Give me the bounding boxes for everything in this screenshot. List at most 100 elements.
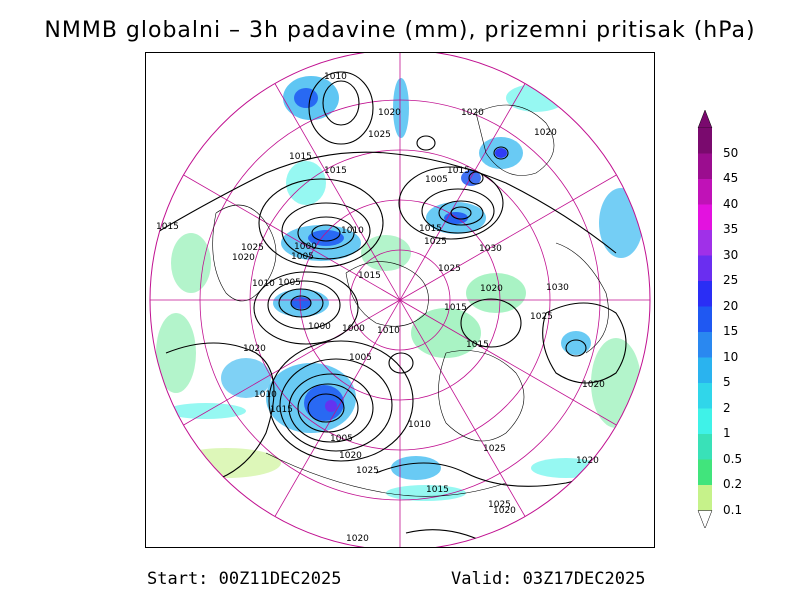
legend-swatch	[698, 153, 712, 179]
isobar-label: 1020	[582, 380, 605, 390]
legend-label: 1	[723, 426, 731, 440]
isobar-label: 1030	[546, 283, 569, 293]
isobar	[297, 383, 359, 433]
isobar	[267, 280, 341, 330]
legend-label: 40	[723, 196, 739, 211]
isobar	[278, 288, 324, 318]
isobar-label: 1015	[426, 485, 449, 495]
isobar-label: 1015	[466, 340, 489, 350]
isobar-label: 1020	[378, 108, 401, 118]
valid-time: Valid: 03Z17DEC2025	[451, 569, 646, 589]
isobar-label: 1015	[289, 152, 312, 162]
precipitation-legend: 50 45 40 35 30 25 20 15 10 5 2 1 0.5 0.2 0.1	[690, 108, 780, 528]
isobar-label: 1010	[252, 279, 275, 289]
precip-area	[361, 235, 411, 271]
isobar	[258, 178, 384, 268]
legend-swatch	[698, 128, 712, 154]
isobar-label: 1015	[447, 166, 470, 176]
isobar	[388, 352, 414, 374]
isobar-label: 1020	[576, 456, 599, 466]
map-frame: 1010 1020 1020 1025 1020 1015 1015 1005 …	[145, 52, 655, 548]
isobar-label: 1005	[291, 252, 314, 262]
isobar-labels: 1010 1020 1020 1025 1020 1015 1015 1005 …	[156, 72, 605, 544]
isobar-label: 1010	[377, 326, 400, 336]
legend-swatch	[698, 459, 712, 485]
legend-label: 25	[723, 273, 739, 287]
map-boundary	[149, 53, 651, 547]
legend-swatch	[698, 485, 712, 511]
isobar-label: 1000	[294, 242, 317, 252]
isobar	[155, 151, 617, 254]
isobar-label: 1020	[461, 108, 484, 118]
legend-swatch	[698, 383, 712, 409]
legend-swatch	[698, 408, 712, 434]
legend-swatch	[698, 204, 712, 230]
precip-area	[386, 485, 466, 501]
legend-arrow-top	[697, 109, 713, 129]
legend-swatch	[698, 306, 712, 332]
precip-area	[171, 233, 211, 293]
isobar	[165, 342, 275, 484]
precip-area	[308, 230, 344, 246]
coastline	[265, 452, 507, 497]
precip-area	[411, 308, 481, 358]
isobar-label: 1015	[444, 303, 467, 313]
legend-swatch	[698, 332, 712, 358]
isobar-label: 1005	[278, 278, 301, 288]
isobar	[290, 295, 312, 311]
isobar	[493, 146, 509, 160]
isobar-label: 1000	[342, 324, 365, 334]
precip-area	[506, 84, 566, 112]
coastline	[345, 261, 429, 327]
map-title: NMMB globalni – 3h padavine (mm), prizem…	[44, 18, 756, 43]
isobar	[281, 202, 371, 260]
isobar-label: 1020	[232, 253, 255, 263]
legend-swatch	[698, 357, 712, 383]
legend-swatch	[698, 255, 712, 281]
legend-swatch	[698, 281, 712, 307]
legend-label: 50	[723, 145, 739, 160]
legend-colorbar	[697, 109, 713, 528]
isobar-label: 1025	[356, 466, 379, 476]
precip-area	[561, 331, 591, 355]
precip-area	[171, 448, 281, 478]
isobar-label: 1010	[254, 390, 277, 400]
isobar	[253, 271, 359, 345]
legend-label: 0.5	[723, 451, 743, 466]
isobar-label: 1010	[341, 226, 364, 236]
isobar-label: 1025	[488, 500, 511, 510]
isobar	[438, 200, 484, 226]
isobar	[279, 358, 393, 452]
isobar-label: 1015	[270, 405, 293, 415]
isobar-label: 1020	[346, 534, 369, 544]
isobar	[307, 393, 345, 423]
isobar-label: 1025	[483, 444, 506, 454]
precip-area	[325, 400, 337, 412]
legend-swatch	[698, 230, 712, 256]
isobar	[460, 298, 522, 348]
isobar-label: 1010	[408, 420, 431, 430]
isobar-label: 1005	[330, 434, 353, 444]
isobar	[297, 216, 355, 250]
isobar-label: 1015	[358, 271, 381, 281]
legend-label: 20	[723, 298, 739, 313]
isobar	[288, 373, 374, 443]
legend-label: 35	[723, 222, 739, 236]
isobar-label: 1015	[324, 166, 347, 176]
isobar-label: 1025	[368, 130, 391, 140]
coastlines	[212, 104, 609, 497]
isobar-label: 1005	[425, 175, 448, 185]
coastline	[555, 242, 609, 354]
legend-arrow-bottom	[697, 510, 713, 528]
coastline	[438, 350, 525, 442]
precip-area	[294, 88, 318, 108]
precip-area	[393, 78, 409, 138]
precip-area	[166, 403, 246, 419]
isobar-label: 1025	[241, 243, 264, 253]
precipitation-field	[156, 76, 643, 501]
legend-swatch	[698, 434, 712, 460]
legend-swatch	[698, 179, 712, 205]
isobar-label: 1020	[493, 506, 516, 516]
isobar	[565, 339, 587, 357]
isobar-label: 1015	[156, 222, 179, 232]
